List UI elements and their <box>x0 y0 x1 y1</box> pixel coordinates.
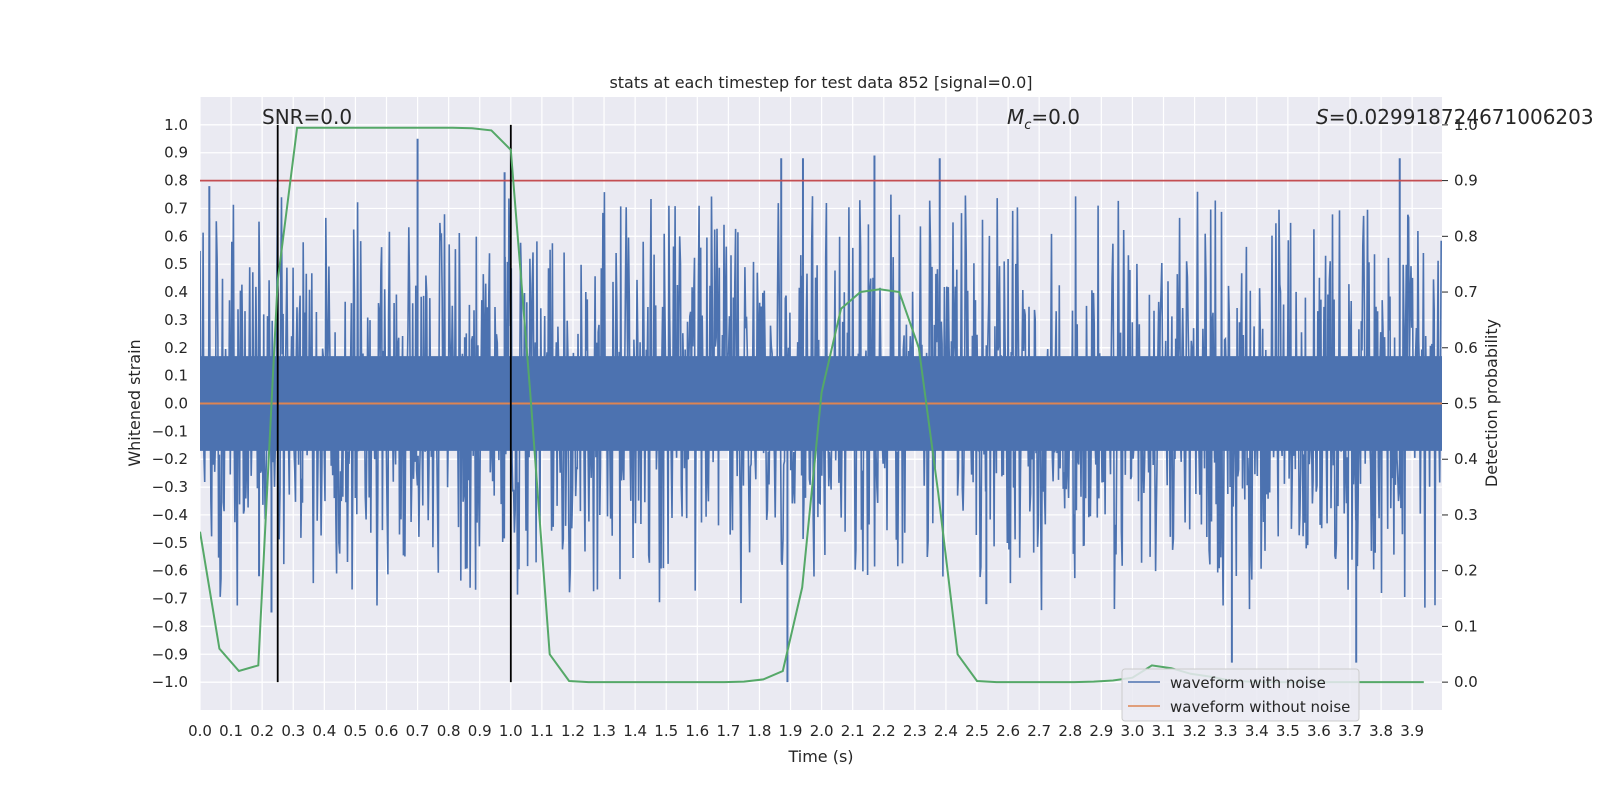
y-tick-label-left: 0.1 <box>164 367 188 385</box>
y-tick-label-left: −0.1 <box>152 422 188 440</box>
y-tick-label-left: −0.8 <box>152 617 188 635</box>
x-tick-label: 0.0 <box>188 722 212 740</box>
x-tick-label: 1.4 <box>623 722 647 740</box>
annotation-chirp-mass: Mc=0.0 <box>1007 105 1080 133</box>
x-tick-label: 1.6 <box>685 722 709 740</box>
x-tick-label: 3.3 <box>1214 722 1238 740</box>
plot-content <box>200 124 1442 684</box>
y-tick-label-right: 0.7 <box>1454 283 1478 301</box>
y-tick-label-left: −0.7 <box>152 590 188 608</box>
y-tick-label-right: 0.9 <box>1454 172 1478 190</box>
y-axis-left-ticks: 1.0 0.9 0.8 0.7 0.6 0.5 0.4 0.3 0.2 0.1 0.0 −0.1 −0.… <box>152 116 188 691</box>
y-tick-label-left: 1.0 <box>164 116 188 134</box>
chart-title: stats at each timestep for test data 852… <box>609 73 1032 92</box>
x-tick-label: 3.7 <box>1338 722 1362 740</box>
x-tick-label: 1.2 <box>561 722 585 740</box>
x-axis-ticks: 0.0 0.1 0.2 0.3 0.4 0.5 0.6 0.7 0.8 0.9 1.0 1.1 1.2 1… <box>188 722 1424 740</box>
x-tick-label: 0.5 <box>343 722 367 740</box>
x-tick-label: 0.2 <box>250 722 274 740</box>
legend-label-clean: waveform without noise <box>1170 698 1350 716</box>
annotation-mc-symbol: M <box>1007 105 1024 129</box>
legend-box <box>1121 668 1360 722</box>
x-tick-label: 0.7 <box>406 722 430 740</box>
y-tick-label-left: 0.6 <box>164 227 188 245</box>
y-tick-label-left: −0.6 <box>152 562 188 580</box>
y-tick-label-left: 0.4 <box>164 283 188 301</box>
x-tick-label: 1.7 <box>716 722 740 740</box>
y-axis-label-left: Whitened strain <box>125 339 144 466</box>
x-tick-label: 2.3 <box>903 722 927 740</box>
x-tick-label: 1.8 <box>748 722 772 740</box>
x-tick-label: 0.1 <box>219 722 243 740</box>
x-tick-label: 1.3 <box>592 722 616 740</box>
y-tick-label-left: −1.0 <box>152 673 188 691</box>
y-tick-label-left: 0.9 <box>164 144 188 162</box>
x-tick-label: 0.6 <box>375 722 399 740</box>
x-tick-label: 3.9 <box>1400 722 1424 740</box>
legend-label-noise: waveform with noise <box>1170 674 1326 692</box>
x-tick-label: 1.1 <box>530 722 554 740</box>
y-tick-label-left: −0.5 <box>152 534 188 552</box>
y-axis-label-right: Detection probability <box>1482 319 1501 487</box>
x-tick-label: 2.6 <box>996 722 1020 740</box>
x-tick-label: 2.4 <box>934 722 958 740</box>
y-tick-label-left: 0.3 <box>164 311 188 329</box>
x-tick-label: 0.9 <box>468 722 492 740</box>
annotation-s-symbol: S <box>1316 105 1329 129</box>
x-tick-label: 3.1 <box>1152 722 1176 740</box>
annotation-snr: SNR=0.0 <box>262 105 352 129</box>
y-tick-label-left: −0.2 <box>152 450 188 468</box>
x-tick-label: 2.1 <box>841 722 865 740</box>
y-tick-label-right: 0.8 <box>1454 227 1478 245</box>
y-tick-label-right: 1.0 <box>1454 116 1478 134</box>
annotation-s-value: =0.029918724671006203 <box>1329 105 1594 129</box>
y-axis-right-ticks: 1.0 0.9 0.8 0.7 0.6 0.5 0.4 0.3 0.2 0.1 0.0 <box>1442 116 1478 691</box>
y-tick-label-left: 0.7 <box>164 199 188 217</box>
x-tick-label: 3.5 <box>1276 722 1300 740</box>
x-tick-label: 1.5 <box>654 722 678 740</box>
y-tick-label-right: 0.4 <box>1454 450 1478 468</box>
y-tick-label-right: 0.2 <box>1454 562 1478 580</box>
x-tick-label: 1.0 <box>499 722 523 740</box>
annotation-mc-subscript: c <box>1024 118 1031 133</box>
y-tick-label-left: 0.0 <box>164 395 188 413</box>
x-tick-label: 2.5 <box>965 722 989 740</box>
y-tick-label-left: −0.4 <box>152 506 188 524</box>
x-tick-label: 3.6 <box>1307 722 1331 740</box>
x-tick-label: 2.2 <box>872 722 896 740</box>
x-tick-label: 2.9 <box>1089 722 1113 740</box>
annotation-s-score: S=0.029918724671006203 <box>1316 105 1594 129</box>
y-tick-label-right: 0.5 <box>1454 395 1478 413</box>
x-tick-label: 2.0 <box>810 722 834 740</box>
annotation-mc-value: =0.0 <box>1031 105 1080 129</box>
y-tick-label-left: 0.2 <box>164 339 188 357</box>
y-tick-label-right: 0.1 <box>1454 617 1478 635</box>
y-tick-label-left: −0.9 <box>152 645 188 663</box>
x-tick-label: 3.0 <box>1121 722 1145 740</box>
y-tick-label-right: 0.3 <box>1454 506 1478 524</box>
y-tick-label-left: −0.3 <box>152 478 188 496</box>
x-tick-label: 1.9 <box>779 722 803 740</box>
x-tick-label: 0.8 <box>437 722 461 740</box>
x-tick-label: 3.2 <box>1183 722 1207 740</box>
x-tick-label: 3.8 <box>1369 722 1393 740</box>
x-tick-label: 0.3 <box>281 722 305 740</box>
x-tick-label: 3.4 <box>1245 722 1269 740</box>
marker-lines <box>276 124 512 683</box>
x-tick-label: 2.8 <box>1058 722 1082 740</box>
y-tick-label-left: 0.5 <box>164 255 188 273</box>
legend: waveform with noise waveform without noi… <box>1121 668 1360 722</box>
y-tick-label-left: 0.8 <box>164 172 188 190</box>
y-tick-label-right: 0.6 <box>1454 339 1478 357</box>
x-tick-label: 2.7 <box>1027 722 1051 740</box>
x-tick-label: 0.4 <box>312 722 336 740</box>
x-axis-label: Time (s) <box>787 747 853 766</box>
y-tick-label-right: 0.0 <box>1454 673 1478 691</box>
